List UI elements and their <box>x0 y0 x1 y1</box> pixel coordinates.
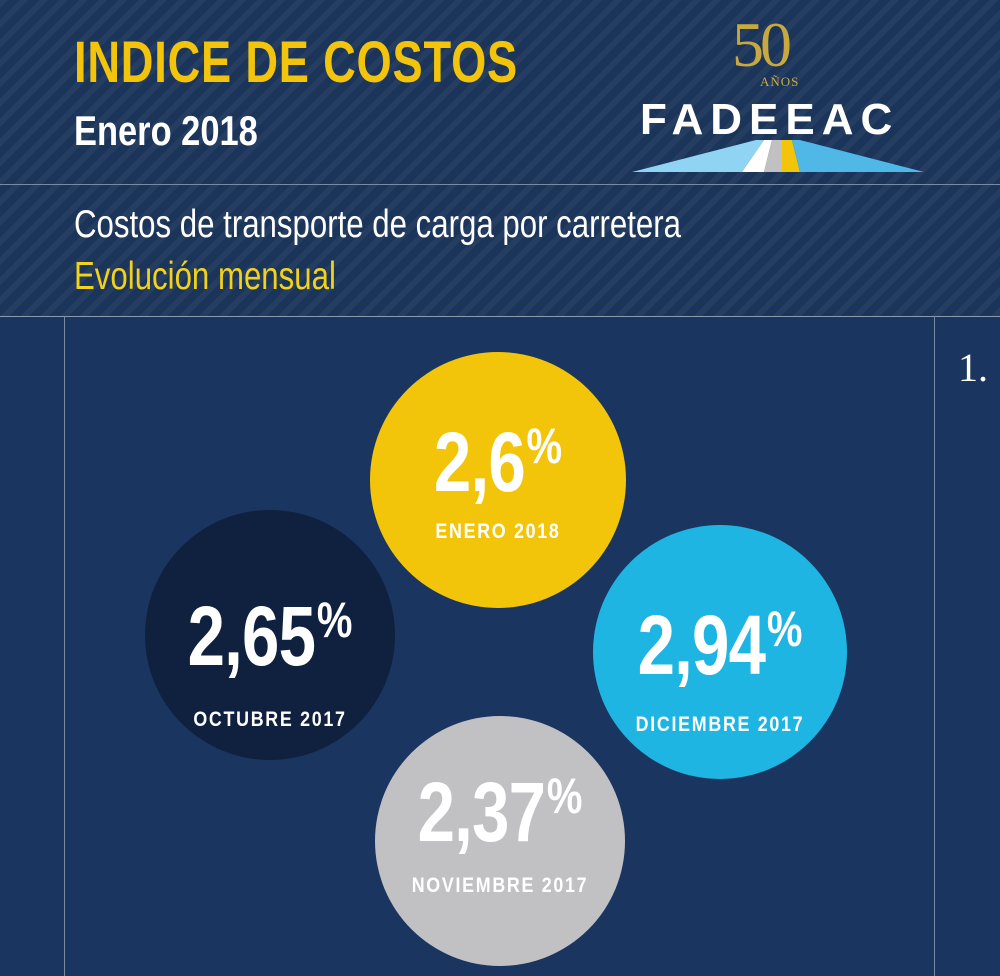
bubble-value: 2,65% <box>170 588 370 685</box>
value-number: 2,94 <box>637 598 766 692</box>
percent-sign: % <box>546 768 583 824</box>
bubble-value: 2,94% <box>618 597 821 694</box>
bubble-value: 2,6% <box>396 414 601 511</box>
value-number: 2,6 <box>433 415 526 509</box>
percent-sign: % <box>526 418 563 474</box>
bubble-enero-2018: 2,6% ENERO 2018 <box>370 352 626 608</box>
bubble-label: DICIEMBRE 2017 <box>635 713 805 736</box>
value-number: 2,65 <box>187 589 316 683</box>
description: Costos de transporte de carga por carret… <box>74 203 681 246</box>
page-title: INDICE DE COSTOS <box>74 30 519 95</box>
bubble-label: NOVIEMBRE 2017 <box>411 874 589 897</box>
logo-anniversary-number: 50 <box>732 9 792 80</box>
header-bottom-rule <box>0 316 1000 317</box>
frame-line-left <box>64 316 65 976</box>
value-number: 2,37 <box>417 765 546 859</box>
header-panel: INDICE DE COSTOS Enero 2018 Costos de tr… <box>0 0 1000 316</box>
bubble-octubre-2017: 2,65% OCTUBRE 2017 <box>145 510 395 760</box>
page-number: 1. <box>958 345 988 390</box>
frame-line-right <box>934 316 935 976</box>
logo-anos-text: AÑOS <box>760 74 800 89</box>
percent-sign: % <box>316 592 353 648</box>
header-divider <box>0 184 1000 185</box>
bubble-label: OCTUBRE 2017 <box>193 708 347 731</box>
subdescription: Evolución mensual <box>74 255 336 298</box>
bubble-label: ENERO 2018 <box>435 520 561 543</box>
bubble-value: 2,37% <box>400 764 600 861</box>
fadeeac-logo: 50 AÑOS FADEEAC <box>628 12 928 172</box>
logo-name: FADEEAC <box>640 95 900 144</box>
report-date: Enero 2018 <box>74 107 258 154</box>
bubble-noviembre-2017: 2,37% NOVIEMBRE 2017 <box>375 716 625 966</box>
percent-sign: % <box>766 601 803 657</box>
bubble-diciembre-2017: 2,94% DICIEMBRE 2017 <box>593 525 847 779</box>
road-icon <box>632 140 924 172</box>
